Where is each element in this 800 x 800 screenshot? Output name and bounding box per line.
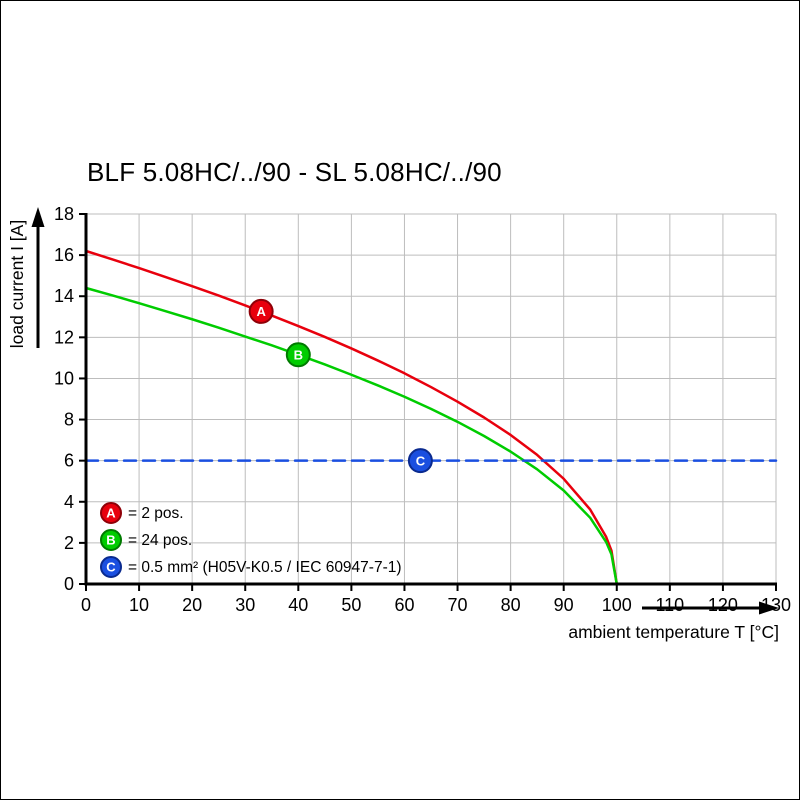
legend-badge — [100, 502, 122, 524]
y-tick-label: 14 — [54, 286, 74, 306]
legend-badge-letter: B — [106, 532, 115, 547]
y-tick-label: 6 — [64, 451, 74, 471]
legend-item-C: C = 0.5 mm² (H05V-K0.5 / IEC 60947-7-1) — [100, 556, 402, 578]
x-tick-label: 100 — [602, 595, 632, 615]
grid-layer — [85, 213, 777, 585]
y-axis-label: load current I [A] — [7, 220, 27, 348]
legend-label: = 0.5 mm² (H05V-K0.5 / IEC 60947-7-1) — [128, 559, 402, 576]
axis-layer: 0 10 20 30 40 50 60 70 80 90 100 110 120 130024681012… — [54, 204, 791, 615]
y-tick-label: 8 — [64, 410, 74, 430]
x-tick-label: 50 — [341, 595, 361, 615]
x-tick-label: 110 — [655, 595, 684, 615]
y-tick-label: 18 — [54, 204, 74, 224]
x-tick-label: 40 — [288, 595, 308, 615]
marker-letter: C — [416, 453, 426, 468]
x-tick-label: 90 — [554, 595, 574, 615]
curve-marker-B: B — [285, 342, 311, 368]
marker-circle — [248, 298, 274, 324]
legend-layer: A = 2 pos. B = 24 pos. C = 0.5 mm² (H05V-K0.5… — [100, 502, 402, 578]
y-tick-label: 10 — [54, 368, 74, 388]
x-tick-label: 30 — [235, 595, 255, 615]
legend-badge-letter: A — [106, 505, 116, 520]
legend-label: = 24 pos. — [128, 532, 192, 549]
legend-item-B: B = 24 pos. — [100, 529, 192, 551]
y-axis-arrow-icon — [31, 207, 45, 348]
legend-badge-letter: C — [106, 559, 116, 574]
legend-badge — [100, 529, 122, 551]
chart-title: BLF 5.08HC/../90 - SL 5.08HC/../90 — [87, 157, 502, 187]
legend-item-A: A = 2 pos. — [100, 502, 184, 524]
x-axis-label: ambient temperature T [°C] — [568, 622, 779, 642]
y-tick-label: 4 — [64, 492, 74, 512]
x-tick-label: 0 — [81, 595, 91, 615]
marker-circle — [407, 448, 433, 474]
marker-letter: B — [294, 348, 303, 363]
x-tick-label: 80 — [501, 595, 521, 615]
x-tick-label: 20 — [182, 595, 202, 615]
curve-marker-A: A — [248, 298, 274, 324]
x-tick-label: 10 — [129, 595, 149, 615]
legend-label: = 2 pos. — [128, 505, 184, 522]
x-tick-label: 120 — [708, 595, 738, 615]
marker-layer: A B C — [248, 298, 433, 474]
curve-marker-C: C — [407, 448, 433, 474]
legend-badge — [100, 556, 122, 578]
y-tick-label: 16 — [54, 245, 74, 265]
curve-A — [84, 249, 619, 586]
marker-circle — [285, 342, 311, 368]
y-tick-label: 0 — [64, 574, 74, 594]
marker-letter: A — [256, 304, 266, 319]
x-tick-label: 60 — [394, 595, 414, 615]
x-axis-arrow-icon — [642, 601, 779, 615]
y-tick-label: 2 — [64, 533, 74, 553]
x-tick-label: 70 — [448, 595, 468, 615]
y-tick-label: 12 — [54, 327, 74, 347]
curve-B — [84, 286, 619, 586]
